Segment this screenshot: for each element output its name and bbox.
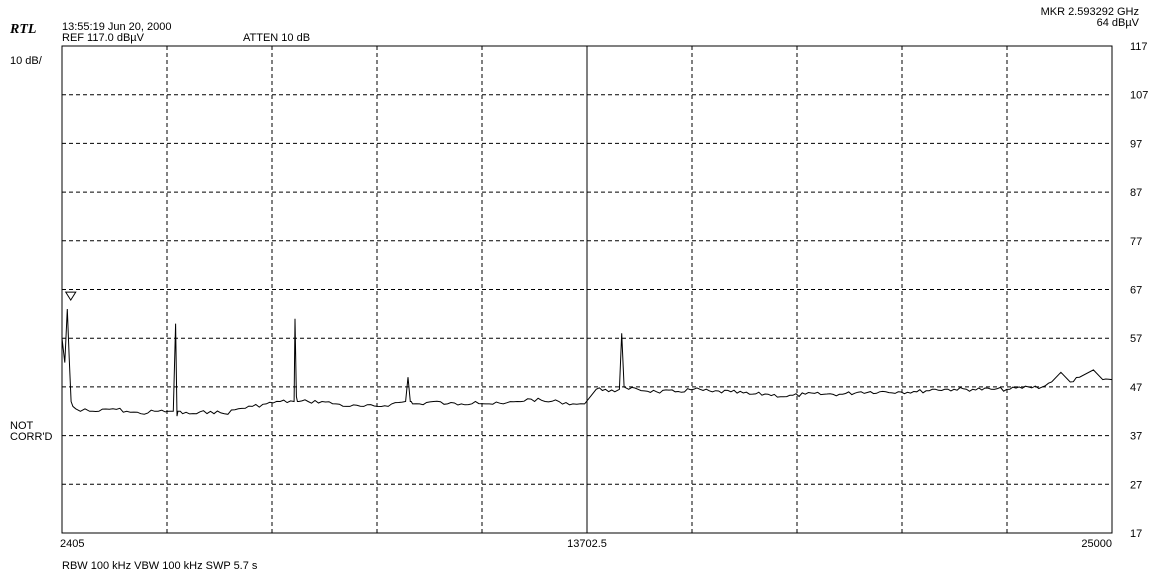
- y-axis-ticks: 117 107 97 87 77 67 57 47 37 27 17: [1130, 41, 1148, 540]
- y-tick-label: 37: [1130, 431, 1142, 443]
- scale-label: 10 dB/: [10, 55, 42, 67]
- correction-status-line1: NOT: [10, 420, 34, 432]
- timestamp: 13:55:19 Jun 20, 2000: [62, 21, 172, 33]
- sweep-parameters: RBW 100 kHz VBW 100 kHz SWP 5.7 s: [62, 560, 258, 572]
- y-tick-label: 57: [1130, 333, 1142, 345]
- spectrum-trace-0: [61, 308, 1113, 417]
- y-tick-label: 87: [1130, 187, 1142, 199]
- plot-frame: [61, 45, 1113, 534]
- y-tick-label: 67: [1130, 285, 1142, 297]
- y-tick-label: 117: [1130, 41, 1148, 53]
- marker-frequency: MKR 2.593292 GHz: [1040, 6, 1139, 18]
- y-tick-label: 97: [1130, 138, 1142, 150]
- x-tick-label: 25000: [1081, 538, 1112, 550]
- y-tick-label: 77: [1130, 236, 1142, 248]
- grid: [62, 46, 1112, 533]
- plot-border: [61, 45, 1113, 534]
- marker-level: 64 dBµV: [1096, 17, 1139, 29]
- correction-status-line2: CORR'D: [10, 431, 53, 443]
- marker-layer: [64, 291, 77, 302]
- reference-level: REF 117.0 dBµV: [62, 32, 144, 44]
- y-tick-label: 107: [1130, 90, 1148, 102]
- x-tick-label: 13702.5: [567, 538, 607, 550]
- y-tick-label: 47: [1130, 382, 1142, 394]
- x-tick-label: 2405: [60, 538, 84, 550]
- x-axis-ticks: 2405 13702.5 25000: [60, 538, 1112, 550]
- attenuation: ATTEN 10 dB: [243, 32, 311, 44]
- y-tick-label: 27: [1130, 479, 1142, 491]
- brand-logo: RTL: [10, 22, 37, 37]
- trace-layer: [61, 308, 1113, 417]
- y-tick-label: 17: [1130, 528, 1142, 540]
- marker-triangle-icon: [64, 291, 77, 302]
